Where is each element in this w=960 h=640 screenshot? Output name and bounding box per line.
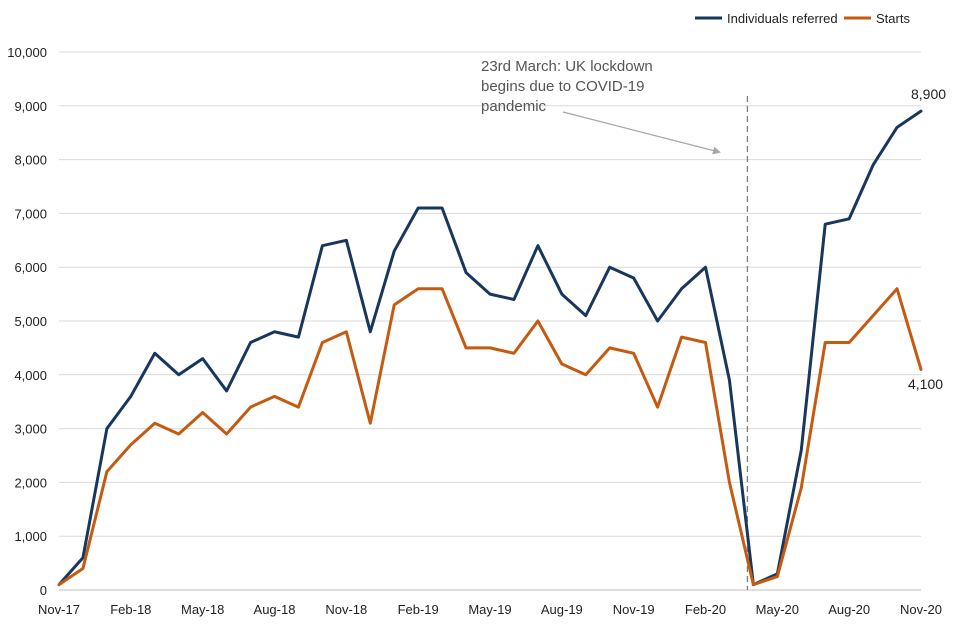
x-tick-label: Aug-19 xyxy=(541,602,583,617)
x-tick-label: Feb-19 xyxy=(398,602,439,617)
x-tick-label: Nov-19 xyxy=(613,602,655,617)
y-tick-label: 10,000 xyxy=(7,45,47,60)
y-tick-label: 5,000 xyxy=(14,314,47,329)
x-tick-label: Feb-20 xyxy=(685,602,726,617)
legend-label-individuals-referred: Individuals referred xyxy=(727,11,838,26)
y-tick-label: 6,000 xyxy=(14,260,47,275)
y-tick-label: 4,000 xyxy=(14,368,47,383)
x-tick-label: May-18 xyxy=(181,602,224,617)
end-label-individuals-referred: 8,900 xyxy=(911,86,946,102)
annotation-line-2: begins due to COVID-19 xyxy=(481,78,644,95)
annotation-line-1: 23rd March: UK lockdown xyxy=(481,58,653,75)
y-tick-label: 7,000 xyxy=(14,206,47,221)
legend-label-starts: Starts xyxy=(876,11,910,26)
x-tick-label: Nov-17 xyxy=(38,602,80,617)
y-tick-label: 8,000 xyxy=(14,153,47,168)
x-tick-label: May-20 xyxy=(756,602,799,617)
y-tick-label: 2,000 xyxy=(14,475,47,490)
legend: Individuals referred Starts xyxy=(695,11,910,26)
x-tick-label: Feb-18 xyxy=(110,602,151,617)
annotation-arrow xyxy=(562,111,721,155)
series xyxy=(57,109,923,587)
annotation-line-3: pandemic xyxy=(481,98,547,115)
series-line-starts xyxy=(57,287,923,587)
y-tick-label: 9,000 xyxy=(14,99,47,114)
gridlines xyxy=(59,51,921,591)
x-tick-label: May-19 xyxy=(468,602,511,617)
end-label-starts: 4,100 xyxy=(908,376,943,392)
y-tick-label: 3,000 xyxy=(14,422,47,437)
y-tick-label: 1,000 xyxy=(14,529,47,544)
lockdown-annotation: 23rd March: UK lockdown begins due to CO… xyxy=(481,58,749,590)
x-axis: Nov-17 Feb-18 May-18 Aug-18 Nov-18 Feb-19 May-… xyxy=(38,589,942,617)
x-tick-label: Aug-20 xyxy=(828,602,870,617)
x-tick-label: Nov-20 xyxy=(900,602,942,617)
y-tick-label: 0 xyxy=(40,583,47,598)
x-tick-label: Nov-18 xyxy=(325,602,367,617)
x-tick-label: Aug-18 xyxy=(254,602,296,617)
y-axis: 0 1,000 2,000 3,000 4,000 5,000 6,000 7,000 8,00… xyxy=(7,45,47,598)
